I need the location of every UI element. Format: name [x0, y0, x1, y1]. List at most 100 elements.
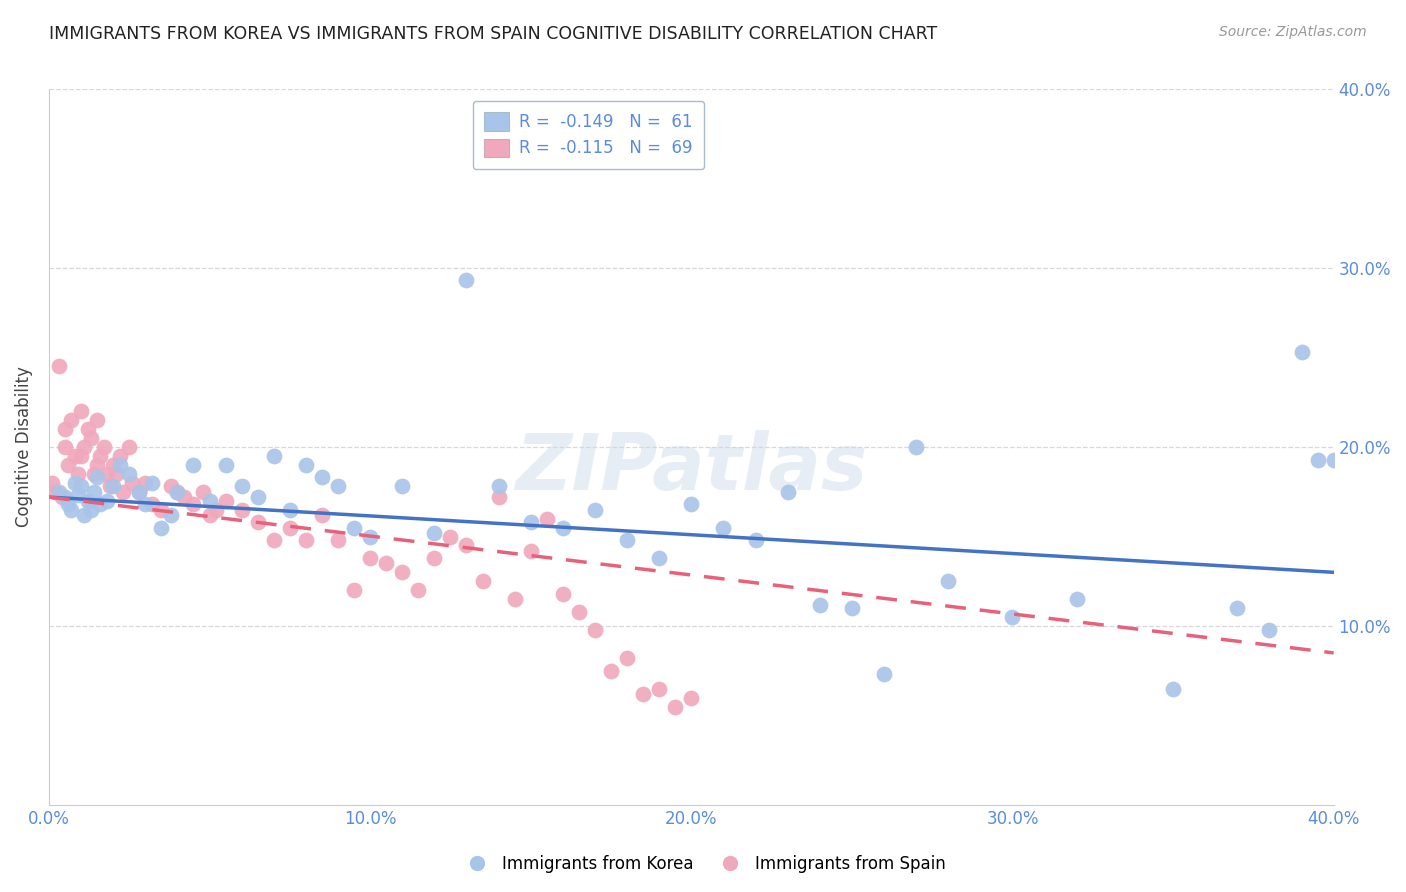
- Point: [583, 623, 606, 637]
- Point: [343, 520, 366, 534]
- Point: [648, 551, 671, 566]
- Point: [776, 484, 799, 499]
- Point: [551, 520, 574, 534]
- Point: [246, 515, 269, 529]
- Point: [166, 484, 188, 499]
- Point: [1066, 592, 1088, 607]
- Y-axis label: Cognitive Disability: Cognitive Disability: [15, 367, 32, 527]
- Point: [86, 413, 108, 427]
- Point: [63, 475, 86, 490]
- Point: [134, 497, 156, 511]
- Point: [83, 467, 105, 481]
- Point: [66, 467, 89, 481]
- Point: [311, 508, 333, 522]
- Point: [73, 508, 96, 522]
- Point: [616, 651, 638, 665]
- Point: [295, 533, 318, 547]
- Point: [141, 475, 163, 490]
- Point: [503, 592, 526, 607]
- Point: [70, 479, 93, 493]
- Point: [744, 533, 766, 547]
- Point: [105, 467, 128, 481]
- Point: [408, 583, 430, 598]
- Point: [150, 520, 173, 534]
- Point: [51, 490, 73, 504]
- Point: [80, 502, 103, 516]
- Point: [58, 458, 80, 472]
- Point: [278, 520, 301, 534]
- Point: [128, 484, 150, 499]
- Point: [326, 479, 349, 493]
- Point: [198, 508, 221, 522]
- Text: ZIPatlas: ZIPatlas: [515, 431, 868, 507]
- Point: [295, 458, 318, 472]
- Point: [86, 458, 108, 472]
- Point: [1306, 452, 1329, 467]
- Point: [664, 699, 686, 714]
- Legend: R =  -0.149   N =  61, R =  -0.115   N =  69: R = -0.149 N = 61, R = -0.115 N = 69: [472, 101, 704, 169]
- Point: [648, 681, 671, 696]
- Point: [103, 458, 125, 472]
- Point: [166, 484, 188, 499]
- Point: [70, 404, 93, 418]
- Point: [108, 449, 131, 463]
- Point: [359, 529, 381, 543]
- Point: [488, 479, 510, 493]
- Point: [713, 520, 735, 534]
- Point: [48, 484, 70, 499]
- Point: [76, 422, 98, 436]
- Point: [48, 359, 70, 374]
- Point: [568, 605, 591, 619]
- Point: [173, 490, 195, 504]
- Point: [198, 493, 221, 508]
- Point: [551, 587, 574, 601]
- Legend: Immigrants from Korea, Immigrants from Spain: Immigrants from Korea, Immigrants from S…: [454, 848, 952, 880]
- Point: [326, 533, 349, 547]
- Point: [841, 601, 863, 615]
- Point: [263, 449, 285, 463]
- Point: [86, 470, 108, 484]
- Point: [519, 544, 541, 558]
- Point: [58, 497, 80, 511]
- Point: [1291, 345, 1313, 359]
- Point: [936, 574, 959, 589]
- Point: [80, 431, 103, 445]
- Point: [375, 557, 398, 571]
- Point: [183, 497, 205, 511]
- Point: [191, 484, 214, 499]
- Point: [205, 502, 228, 516]
- Point: [73, 440, 96, 454]
- Point: [905, 440, 928, 454]
- Point: [423, 551, 446, 566]
- Point: [600, 664, 623, 678]
- Point: [60, 413, 83, 427]
- Point: [121, 475, 143, 490]
- Point: [70, 449, 93, 463]
- Point: [96, 493, 118, 508]
- Point: [1323, 452, 1346, 467]
- Point: [214, 493, 236, 508]
- Point: [150, 502, 173, 516]
- Point: [128, 484, 150, 499]
- Point: [118, 467, 141, 481]
- Text: Source: ZipAtlas.com: Source: ZipAtlas.com: [1219, 25, 1367, 39]
- Point: [423, 525, 446, 540]
- Point: [681, 497, 703, 511]
- Point: [141, 497, 163, 511]
- Text: IMMIGRANTS FROM KOREA VS IMMIGRANTS FROM SPAIN COGNITIVE DISABILITY CORRELATION : IMMIGRANTS FROM KOREA VS IMMIGRANTS FROM…: [49, 25, 938, 43]
- Point: [536, 511, 558, 525]
- Point: [89, 497, 111, 511]
- Point: [111, 484, 134, 499]
- Point: [311, 470, 333, 484]
- Point: [583, 502, 606, 516]
- Point: [103, 479, 125, 493]
- Point: [108, 458, 131, 472]
- Point: [83, 484, 105, 499]
- Point: [681, 690, 703, 705]
- Point: [263, 533, 285, 547]
- Point: [808, 598, 831, 612]
- Point: [76, 493, 98, 508]
- Point: [1226, 601, 1249, 615]
- Point: [160, 508, 183, 522]
- Point: [160, 479, 183, 493]
